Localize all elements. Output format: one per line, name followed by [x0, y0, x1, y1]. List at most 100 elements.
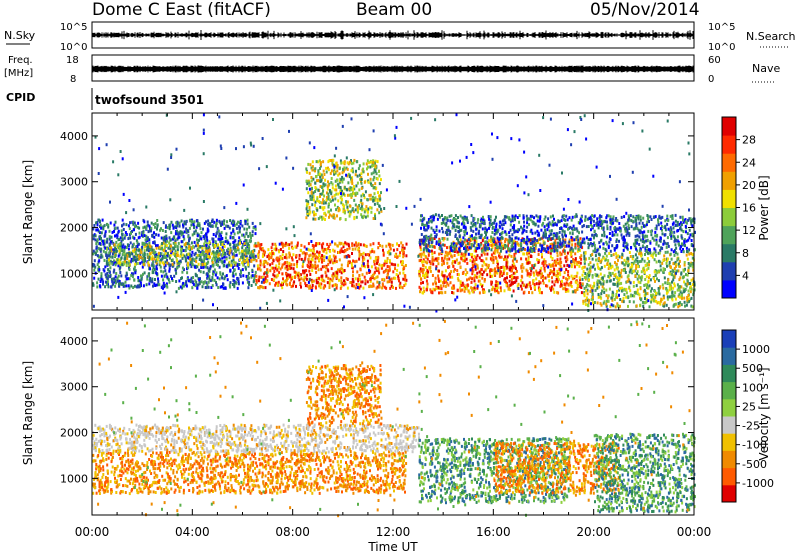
range-cell	[127, 261, 130, 265]
range-cell	[151, 234, 154, 238]
range-cell	[243, 254, 246, 258]
range-cell	[580, 291, 583, 295]
range-cell	[321, 254, 324, 257]
range-cell	[152, 223, 155, 226]
range-cell	[242, 263, 245, 267]
range-cell	[202, 270, 205, 274]
range-cell	[462, 283, 465, 287]
range-cell	[121, 238, 124, 242]
range-cell	[136, 257, 139, 261]
range-cell	[355, 191, 358, 195]
range-cell	[337, 199, 340, 203]
range-cell	[331, 195, 334, 199]
range-cell	[143, 245, 146, 249]
range-cell	[295, 254, 298, 257]
freq-tick-bottom: 8	[70, 74, 76, 85]
range-cell	[252, 226, 255, 230]
range-cell	[360, 194, 363, 198]
range-cell	[358, 246, 360, 250]
range-cell	[531, 291, 534, 295]
range-cell	[93, 276, 96, 280]
range-cell	[218, 234, 221, 238]
range-cell	[139, 281, 142, 285]
range-cell	[346, 205, 349, 209]
range-cell	[403, 246, 406, 250]
range-cell	[200, 266, 203, 269]
range-cell	[119, 261, 122, 265]
range-cell	[280, 283, 283, 287]
range-cell	[196, 221, 199, 225]
range-cell	[117, 274, 120, 278]
range-cell	[378, 174, 381, 178]
range-cell	[138, 235, 141, 239]
range-cell	[207, 256, 210, 260]
range-cell	[204, 246, 207, 250]
range-cell	[358, 254, 361, 258]
range-cell	[183, 237, 186, 241]
range-cell	[247, 275, 250, 279]
range-cell	[435, 287, 438, 291]
range-cell	[382, 253, 385, 257]
range-cell	[209, 266, 212, 270]
range-cell	[140, 278, 143, 282]
range-cell	[128, 254, 131, 258]
range-cell	[300, 243, 303, 247]
range-cell	[548, 279, 551, 283]
range-cell	[550, 288, 552, 292]
range-cell	[209, 224, 212, 228]
range-cell	[150, 279, 152, 283]
range-cell	[441, 259, 444, 263]
range-cell	[108, 261, 111, 265]
range-cell	[310, 179, 313, 183]
range-cell	[533, 286, 536, 290]
range-cell	[478, 291, 481, 295]
range-cell	[121, 218, 124, 222]
range-cell	[291, 256, 293, 260]
range-cell	[135, 245, 138, 248]
range-cell	[320, 278, 323, 282]
range-cell	[198, 278, 201, 282]
range-cell	[314, 181, 317, 185]
range-cell	[159, 252, 162, 256]
range-cell	[153, 282, 156, 286]
range-cell	[352, 270, 354, 274]
range-cell	[151, 268, 154, 272]
range-cell	[228, 256, 231, 260]
range-cell	[366, 198, 369, 202]
range-cell	[315, 160, 318, 164]
range-cell	[189, 218, 192, 222]
range-cell	[360, 181, 363, 185]
range-cell	[99, 280, 102, 283]
range-cell	[211, 276, 214, 280]
range-cell	[512, 289, 515, 293]
range-cell	[323, 212, 326, 216]
range-cell	[223, 222, 225, 226]
range-cell	[351, 179, 354, 182]
range-cell	[106, 223, 109, 227]
range-cell	[481, 273, 484, 276]
range-cell	[205, 262, 208, 266]
range-cell	[232, 241, 235, 244]
range-cell	[364, 215, 367, 219]
range-cell	[249, 234, 252, 238]
range-cell	[566, 278, 569, 282]
range-cell	[327, 262, 330, 266]
range-cell	[432, 287, 435, 291]
range-cell	[430, 249, 433, 253]
range-cell	[225, 232, 228, 236]
range-cell	[358, 283, 360, 287]
range-cell	[218, 219, 221, 223]
range-cell	[388, 245, 391, 249]
range-cell	[133, 278, 136, 282]
range-cell	[311, 255, 314, 259]
range-cell	[495, 280, 498, 284]
range-cell	[386, 257, 389, 260]
range-cell	[270, 266, 273, 270]
range-cell	[545, 284, 547, 288]
range-cell	[136, 225, 139, 229]
nsearch-label: N.Search	[746, 30, 796, 43]
range-cell	[106, 247, 108, 251]
range-cell	[332, 254, 335, 258]
range-cell	[113, 268, 116, 272]
range-cell	[378, 211, 381, 215]
